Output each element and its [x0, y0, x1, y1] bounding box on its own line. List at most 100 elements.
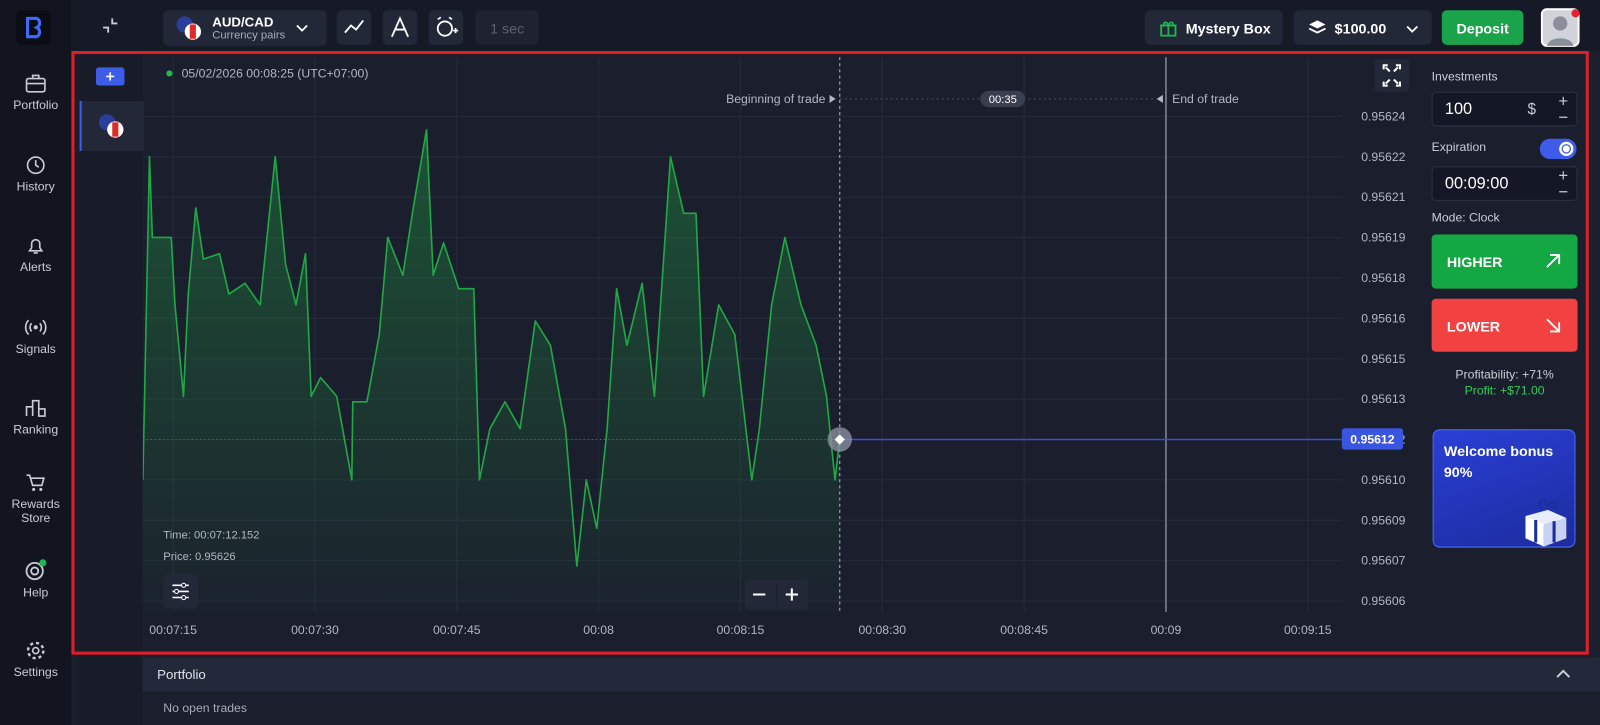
countdown: 00:35	[989, 94, 1017, 106]
nav-ranking[interactable]: Ranking	[0, 398, 71, 437]
alarm-button[interactable]	[428, 10, 464, 45]
nav-label: Ranking	[13, 422, 59, 437]
sidebar: Portfolio History Alerts Signals Ranking…	[0, 0, 72, 725]
asset-selector[interactable]: AUD/CAD Currency pairs	[163, 10, 327, 46]
expiration-value: 00:09:00	[1444, 175, 1509, 193]
y-tick-label: 0.95616	[1361, 311, 1405, 325]
y-tick-label: 0.95613	[1361, 392, 1405, 406]
account-icon	[1308, 20, 1326, 34]
x-tick-label: 00:08:45	[1000, 623, 1048, 637]
fullscreen-button[interactable]	[1374, 59, 1410, 92]
collapse-button[interactable]	[102, 17, 118, 33]
balance: $100.00	[1334, 20, 1387, 37]
timeframe: 1 sec	[490, 20, 525, 37]
gift-image	[1525, 499, 1567, 547]
stepper[interactable]	[1555, 95, 1571, 124]
chevron	[1406, 25, 1418, 33]
flag-icon	[98, 114, 124, 138]
y-tick-label: 0.95624	[1361, 109, 1405, 123]
arrow-up	[1546, 254, 1561, 268]
y-tick-label: 0.95610	[1361, 473, 1405, 487]
area-fill	[142, 129, 840, 612]
y-tick-label: 0.95621	[1361, 190, 1405, 204]
chart-datetime: 05/02/2026 00:08:25 (UTC+07:00)	[182, 67, 369, 81]
price-line	[142, 128, 841, 567]
portfolio-empty: No open trades	[163, 700, 248, 715]
bonus-card[interactable]: Welcome bonus 90%	[1432, 429, 1576, 548]
flag-icon	[176, 16, 202, 40]
x-tick-label: 00:08:30	[858, 623, 906, 637]
add-asset-button[interactable]	[95, 67, 125, 86]
arrow-down	[1546, 318, 1561, 333]
bonus-value: 90%	[1443, 463, 1473, 481]
currency: $	[1527, 100, 1537, 119]
asset-type: Currency pairs	[212, 29, 286, 42]
stepper[interactable]	[1555, 169, 1571, 198]
arrow	[1156, 94, 1163, 103]
y-tick-label: 0.95619	[1361, 231, 1405, 245]
mode: Mode: Clock	[1431, 210, 1500, 225]
nav-help[interactable]: Help	[0, 559, 71, 600]
logo[interactable]	[16, 10, 52, 45]
nav-portfolio[interactable]: Portfolio	[0, 73, 71, 112]
expiration-input[interactable]: 00:09:00	[1431, 166, 1578, 201]
nav-settings[interactable]: Settings	[0, 640, 71, 679]
x-tick-label: 00:07:45	[433, 623, 481, 637]
last-point-diamond	[834, 434, 845, 445]
nav-rewards[interactable]: Rewards Store	[5, 472, 66, 525]
clock-toggle[interactable]	[1539, 138, 1577, 160]
lower-label: LOWER	[1446, 318, 1501, 335]
investments-label: Investments	[1431, 69, 1498, 84]
investment-value: 100	[1444, 100, 1473, 119]
trade-panel: Investments 100 $ Expiration 00:09:00 Mo…	[1423, 57, 1586, 654]
deposit-label: Deposit	[1456, 20, 1509, 37]
end-label: End of trade	[1172, 92, 1239, 106]
x-tick-label: 00:07:15	[149, 623, 197, 637]
y-tick-label: 0.95622	[1361, 150, 1405, 164]
countdown-pill	[980, 90, 1026, 108]
nav-label: History	[16, 179, 55, 194]
investment-input[interactable]: 100 $	[1431, 91, 1578, 127]
mystery-box-button[interactable]: Mystery Box	[1144, 10, 1283, 45]
y-tick-label: 0.95606	[1361, 594, 1405, 608]
chevron	[296, 24, 308, 32]
portfolio-title: Portfolio	[157, 666, 206, 683]
deposit-button[interactable]: Deposit	[1441, 10, 1524, 45]
nav-label: Rewards Store	[11, 496, 60, 526]
nav-label: Alerts	[20, 260, 52, 275]
timeframe-button[interactable]: 1 sec	[475, 10, 539, 45]
asset-tab[interactable]	[79, 100, 144, 151]
nav-label: Help	[23, 585, 49, 600]
tooltip-time: Time: 00:07:12.152	[163, 529, 259, 541]
portfolio-bar[interactable]: Portfolio	[142, 657, 1600, 692]
zoom-buttons[interactable]	[744, 579, 809, 610]
arrow	[829, 94, 836, 103]
lower-button[interactable]: LOWER	[1431, 298, 1578, 352]
higher-button[interactable]: HIGHER	[1431, 234, 1578, 289]
x-tick-label: 00:08:15	[717, 623, 765, 637]
y-tick-label: 0.95615	[1361, 352, 1405, 366]
price-label-box	[1341, 428, 1404, 450]
chart-settings-button[interactable]	[163, 574, 198, 609]
y-tick-label: 0.95609	[1361, 513, 1405, 527]
y-tick-label: 0.95607	[1361, 554, 1405, 568]
nav-history[interactable]: History	[0, 155, 71, 194]
drawing-button[interactable]	[382, 10, 418, 45]
tooltip-price: Price: 0.95626	[163, 551, 235, 563]
profitability: Profitability: +71%	[1455, 367, 1554, 382]
nav-label: Signals	[15, 341, 56, 356]
balance-button[interactable]: $100.00	[1293, 10, 1432, 45]
x-tick-label: 00:07:30	[291, 623, 339, 637]
chart-type-button[interactable]	[336, 10, 372, 45]
x-tick-label: 00:09:15	[1284, 623, 1332, 637]
avatar[interactable]	[1540, 8, 1582, 49]
nav-label: Settings	[13, 664, 58, 680]
mystery-box-label: Mystery Box	[1185, 20, 1271, 37]
nav-signals[interactable]: Signals	[0, 317, 71, 356]
nav-alerts[interactable]: Alerts	[0, 236, 71, 275]
expiration-label: Expiration	[1431, 139, 1487, 154]
y-tick-label: 0.95618	[1361, 271, 1405, 285]
asset-column	[79, 50, 144, 725]
